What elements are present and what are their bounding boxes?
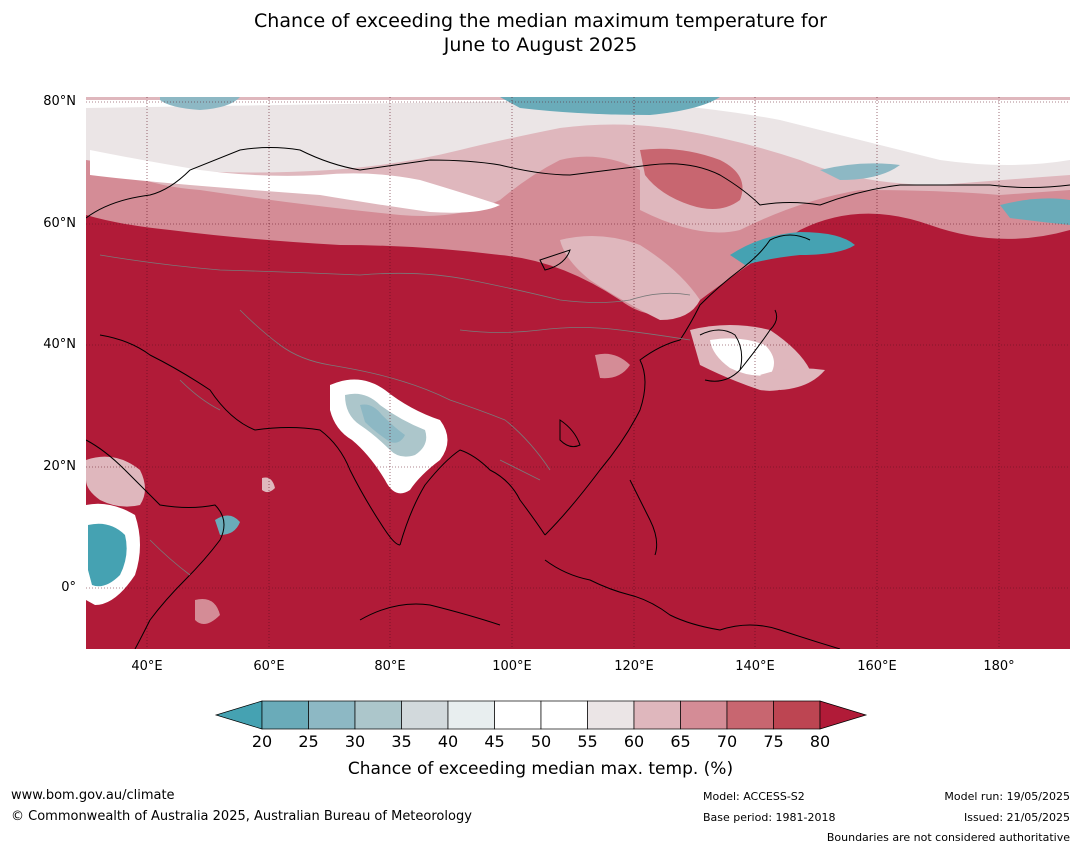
socotra-pale [262, 477, 275, 493]
colorbar-segment [494, 700, 542, 730]
colorbar-tick-label: 35 [391, 732, 412, 751]
footer-copyright: © Commonwealth of Australia 2025, Austra… [11, 809, 472, 824]
colorbar-tick-label: 40 [437, 732, 459, 751]
arctic-blue-3 [1000, 198, 1070, 225]
colorbar-tick-label: 60 [623, 732, 645, 751]
northern-white-core [86, 100, 1070, 165]
colorbar-segment [447, 700, 495, 730]
lat-label-60n: 60°N [43, 216, 76, 231]
title-line-2: June to August 2025 [443, 34, 638, 56]
footer-disclaimer: Boundaries are not considered authoritat… [826, 831, 1070, 844]
country-borders [99, 254, 691, 576]
arctic-blue-2 [820, 163, 900, 180]
colorbar-segment [354, 700, 402, 730]
colorbar-segment [401, 700, 449, 730]
colorbar-segment [540, 700, 588, 730]
west-siberia-white [90, 150, 500, 213]
colorbar-tick-label: 55 [577, 732, 598, 751]
colorbar-tick-label: 30 [344, 732, 366, 751]
colorbar-tick-label: 75 [763, 732, 784, 751]
colorbar-label: Chance of exceeding median max. temp. (%… [347, 759, 734, 779]
colorbar-extend-low [214, 700, 263, 730]
chart-title: Chance of exceeding the median maximum t… [0, 9, 1081, 57]
title-line-1: Chance of exceeding the median maximum t… [254, 10, 827, 32]
footer-issued: Issued: 21/05/2025 [963, 811, 1070, 824]
lat-label-0: 0° [61, 580, 76, 595]
lon-label-40e: 40°E [131, 659, 163, 674]
colorbar-segments [214, 700, 868, 730]
colorbar-segment [261, 700, 309, 730]
lon-label-100e: 100°E [492, 659, 532, 674]
colorbar-tick-label: 65 [670, 732, 691, 751]
coastlines [86, 147, 1070, 649]
forecast-map [86, 97, 1070, 649]
colorbar-tick-label: 25 [298, 732, 319, 751]
lon-label-180: 180° [983, 659, 1015, 674]
china-pale [595, 353, 630, 379]
lon-label-140e: 140°E [735, 659, 775, 674]
colorbar-tick-label: 45 [484, 732, 505, 751]
colorbar-segment [308, 700, 356, 730]
africa-blue [88, 523, 127, 587]
graticule [86, 97, 1070, 649]
arctic-blue-1 [500, 97, 720, 115]
colorbar-tick-label: 50 [530, 732, 552, 751]
colorbar-segment [680, 700, 728, 730]
colorbar-extend-high [819, 700, 868, 730]
indian-ocean-pale [195, 599, 220, 624]
colorbar-tick-label: 70 [716, 732, 738, 751]
east-siberia-pale [560, 236, 700, 320]
pacific-pale [760, 368, 825, 390]
colorbar-tick-label: 20 [251, 732, 273, 751]
lon-label-60e: 60°E [253, 659, 285, 674]
lon-label-160e: 160°E [857, 659, 897, 674]
colorbar-segment [633, 700, 681, 730]
colorbar-segment [587, 700, 635, 730]
arabia-pale [86, 456, 145, 507]
lat-label-20n: 20°N [43, 459, 76, 474]
footer-url[interactable]: www.bom.gov.au/climate [11, 788, 175, 803]
arctic-blue-4 [160, 97, 240, 110]
footer-base-period: Base period: 1981-2018 [703, 811, 836, 824]
lon-label-80e: 80°E [374, 659, 406, 674]
somalia-blue [215, 515, 240, 535]
lat-label-80n: 80°N [43, 94, 76, 109]
colorbar-tick-label: 80 [809, 732, 831, 751]
lon-label-120e: 120°E [614, 659, 654, 674]
lat-label-40n: 40°N [43, 337, 76, 352]
colorbar-segment [726, 700, 774, 730]
footer-model-run: Model run: 19/05/2025 [944, 790, 1070, 803]
india-blue [360, 404, 405, 443]
okhotsk-blue [730, 232, 855, 265]
footer-model: Model: ACCESS-S2 [703, 790, 805, 803]
colorbar-segment [773, 700, 821, 730]
